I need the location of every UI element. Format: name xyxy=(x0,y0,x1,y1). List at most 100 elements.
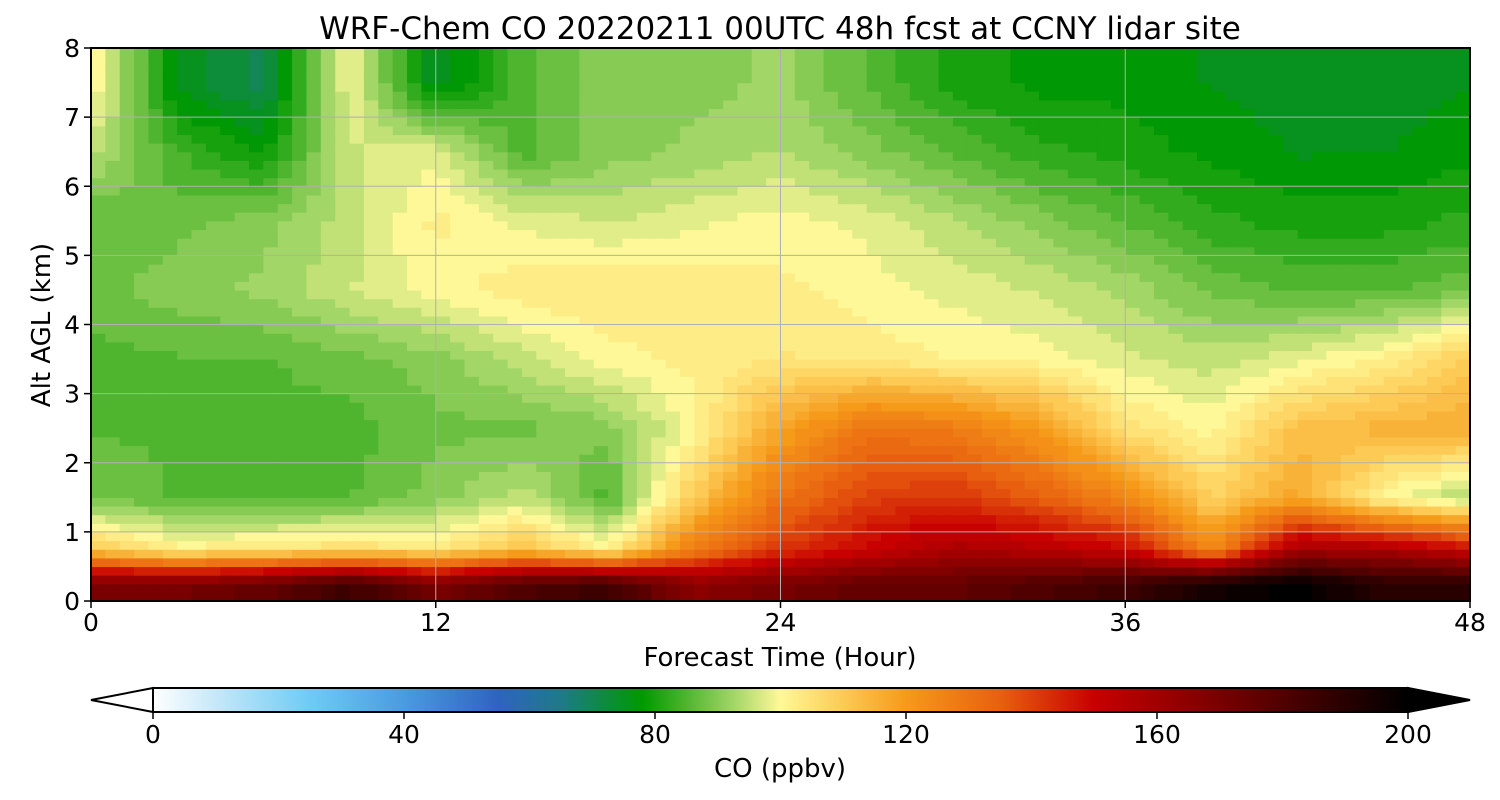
heatmap-cell xyxy=(1268,238,1284,248)
heatmap-cell xyxy=(665,454,681,464)
heatmap-cell xyxy=(421,531,437,542)
heatmap-cell xyxy=(1024,410,1040,421)
heatmap-cell xyxy=(608,203,624,213)
heatmap-cell xyxy=(435,151,451,161)
heatmap-cell xyxy=(952,549,968,559)
heatmap-cell xyxy=(119,341,135,352)
heatmap-cell xyxy=(852,505,868,516)
heatmap-cell xyxy=(407,298,422,308)
heatmap-cell xyxy=(938,341,954,352)
heatmap-cell xyxy=(1283,289,1299,300)
heatmap-cell xyxy=(995,186,1011,196)
heatmap-cell xyxy=(392,160,408,170)
heatmap-cell xyxy=(1355,238,1371,248)
heatmap-cell xyxy=(1340,229,1356,239)
heatmap-cell xyxy=(407,566,422,576)
heatmap-cell xyxy=(1340,514,1356,524)
heatmap-cell xyxy=(320,488,336,498)
heatmap-cell xyxy=(249,376,264,386)
heatmap-cell xyxy=(349,177,365,187)
heatmap-cell xyxy=(1168,194,1184,205)
heatmap-cell xyxy=(177,220,193,231)
heatmap-cell xyxy=(1067,419,1083,429)
heatmap-cell xyxy=(536,384,552,395)
heatmap-cell xyxy=(450,289,466,300)
heatmap-cell xyxy=(809,255,825,265)
heatmap-cell xyxy=(1211,505,1227,516)
heatmap-cell xyxy=(837,264,853,274)
heatmap-cell xyxy=(507,428,523,438)
heatmap-cell xyxy=(507,557,523,568)
heatmap-cell xyxy=(392,557,408,568)
heatmap-cell xyxy=(464,575,480,585)
heatmap-cell xyxy=(1053,350,1069,360)
heatmap-cell xyxy=(493,549,509,559)
heatmap-cell xyxy=(421,289,437,300)
heatmap-cell xyxy=(766,393,782,403)
heatmap-cell xyxy=(737,462,753,472)
heatmap-cell xyxy=(1182,575,1198,585)
heatmap-cell xyxy=(1455,419,1471,429)
heatmap-cell xyxy=(593,514,609,524)
heatmap-cell xyxy=(622,428,638,438)
heatmap-cell xyxy=(608,557,624,568)
heatmap-cell xyxy=(1283,220,1299,231)
heatmap-cell xyxy=(895,384,911,395)
heatmap-cell xyxy=(1139,212,1155,222)
heatmap-cell xyxy=(162,384,178,395)
heatmap-cell xyxy=(694,540,710,550)
heatmap-cell xyxy=(205,341,221,352)
heatmap-cell xyxy=(349,540,365,550)
heatmap-cell xyxy=(1254,203,1270,213)
heatmap-cell xyxy=(234,220,250,231)
heatmap-cell xyxy=(1383,298,1399,308)
heatmap-cell xyxy=(234,350,250,360)
heatmap-cell xyxy=(1197,505,1213,516)
heatmap-cell xyxy=(1153,272,1169,282)
heatmap-cell xyxy=(1240,531,1256,542)
heatmap-cell xyxy=(306,255,322,265)
heatmap-cell xyxy=(536,592,552,602)
heatmap-cell xyxy=(134,367,150,377)
heatmap-cell xyxy=(1326,376,1342,386)
heatmap-cell xyxy=(263,384,279,395)
heatmap-cell xyxy=(1426,445,1442,455)
heatmap-cell xyxy=(909,264,925,274)
heatmap-cell xyxy=(866,505,882,516)
heatmap-cell xyxy=(1197,384,1213,395)
heatmap-cell xyxy=(435,281,451,291)
heatmap-cell xyxy=(320,393,336,403)
heatmap-cell xyxy=(1412,514,1428,524)
heatmap-cell xyxy=(464,281,480,291)
heatmap-cell xyxy=(1311,540,1327,550)
heatmap-cell xyxy=(1010,151,1026,161)
heatmap-cell xyxy=(952,497,968,507)
heatmap-cell xyxy=(924,160,940,170)
heatmap-cell xyxy=(679,583,695,593)
heatmap-cell xyxy=(1053,341,1069,352)
heatmap-cell xyxy=(1311,186,1327,196)
heatmap-cell xyxy=(378,220,394,231)
heatmap-cell xyxy=(909,160,925,170)
heatmap-cell xyxy=(464,445,480,455)
heatmap-cell xyxy=(306,324,322,334)
heatmap-cell xyxy=(780,575,796,585)
heatmap-cell xyxy=(450,497,466,507)
heatmap-cell xyxy=(162,212,178,222)
heatmap-cell xyxy=(723,488,738,498)
heatmap-cell xyxy=(1455,246,1471,256)
heatmap-cell xyxy=(234,307,250,317)
heatmap-cell xyxy=(636,575,652,585)
heatmap-cell xyxy=(1039,549,1055,559)
heatmap-cell xyxy=(392,177,408,187)
heatmap-cell xyxy=(1182,410,1198,421)
heatmap-cell xyxy=(1197,238,1213,248)
heatmap-cell xyxy=(1168,333,1184,343)
heatmap-cell xyxy=(249,341,264,352)
heatmap-cell xyxy=(119,160,135,170)
heatmap-cell xyxy=(1455,566,1471,576)
heatmap-cell xyxy=(938,220,954,231)
heatmap-cell xyxy=(1153,151,1169,161)
heatmap-cell xyxy=(1369,220,1385,231)
heatmap-cell xyxy=(521,384,537,395)
